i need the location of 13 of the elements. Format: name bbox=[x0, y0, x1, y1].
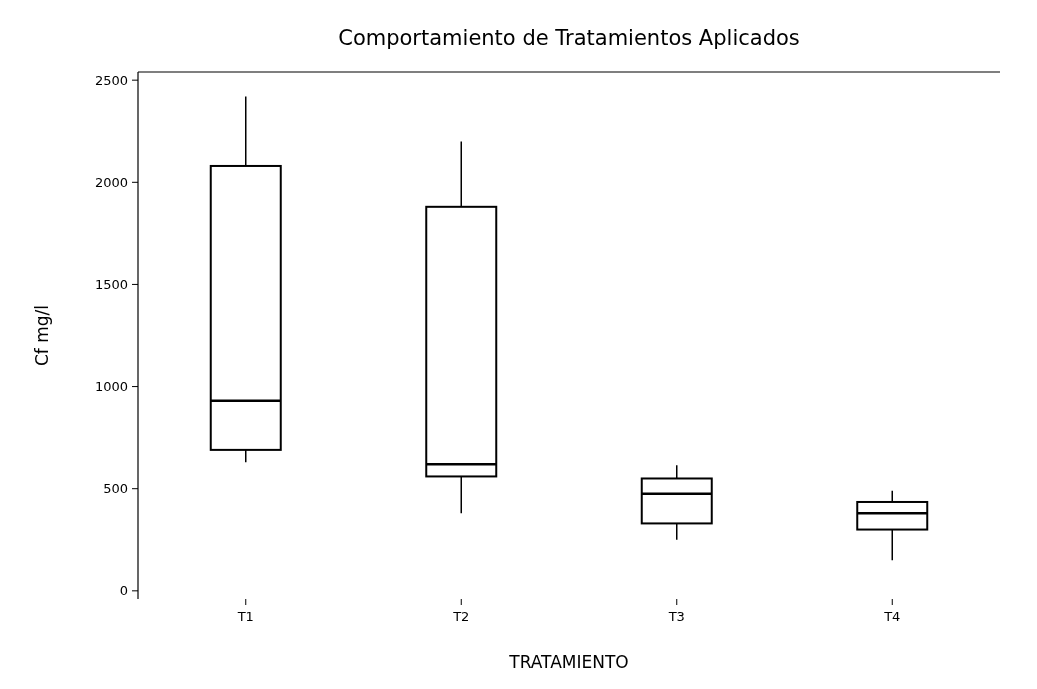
x-tick-label: T3 bbox=[667, 609, 685, 624]
y-tick-label: 1000 bbox=[94, 379, 128, 395]
chart-title: Comportamiento de Tratamientos Aplicados bbox=[338, 26, 800, 50]
y-tick-label: 2500 bbox=[94, 72, 128, 88]
x-axis-title: TRATAMIENTO bbox=[508, 652, 629, 672]
x-tick-label: T4 bbox=[883, 609, 901, 624]
y-axis-title: Cf mg/l bbox=[32, 304, 52, 367]
y-tick-label: 0 bbox=[119, 583, 128, 599]
y-tick-label: 500 bbox=[103, 481, 128, 497]
x-tick-label: T1 bbox=[236, 609, 254, 624]
y-tick-label: 2000 bbox=[94, 174, 128, 190]
x-tick-label: T2 bbox=[452, 609, 470, 624]
y-tick-label: 1500 bbox=[94, 276, 128, 292]
